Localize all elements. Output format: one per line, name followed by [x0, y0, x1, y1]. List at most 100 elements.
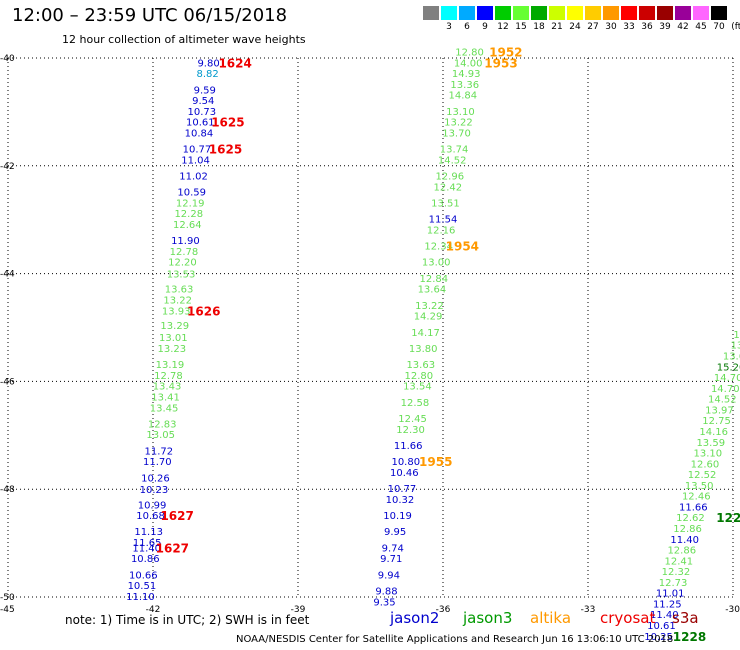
wave-height-reading: 14.00: [454, 58, 483, 69]
wave-height-reading: 10.86: [131, 554, 160, 565]
wave-height-reading: 13: [730, 341, 740, 352]
latitude-tick-label: -42: [0, 162, 15, 172]
color-scale-swatch: [423, 6, 439, 20]
time-stamp-label: 1955: [419, 455, 452, 469]
longitude-tick-label: -36: [436, 605, 451, 615]
longitude-tick-label: -30: [725, 605, 740, 615]
wave-height-reading: 13.01: [159, 333, 188, 344]
wave-height-reading: 9.80: [197, 58, 219, 69]
latitude-tick-label: -40: [0, 54, 15, 64]
wave-height-reading: 12.86: [673, 524, 702, 535]
wave-height-reading: 13.22: [415, 301, 444, 312]
color-scale-label: 15: [515, 22, 527, 32]
wave-height-reading: 13.80: [409, 344, 438, 355]
color-scale-label: 45: [695, 22, 707, 32]
wave-height-reading: 10.77: [388, 484, 417, 495]
wave-height-reading: 12.78: [154, 371, 183, 382]
wave-height-reading: 14.52: [438, 155, 467, 166]
time-stamp-label: 1627: [160, 509, 193, 523]
wave-height-reading: 11.70: [143, 457, 172, 468]
wave-height-reading: 10.25: [644, 632, 673, 643]
wave-height-reading: 9.95: [384, 527, 406, 538]
wave-height-reading: 9.74: [382, 543, 404, 554]
time-stamp-label: 1625: [211, 116, 244, 130]
wave-height-readings: 9.808.829.599.5410.7310.6110.8410.7711.0…: [126, 48, 740, 643]
wave-height-reading: 13.41: [151, 392, 180, 403]
color-scale-swatch: [693, 6, 709, 20]
time-stamp-label: 1228: [673, 630, 706, 644]
wave-height-reading: 13.19: [156, 360, 185, 371]
wave-height-reading: 12.42: [434, 182, 463, 193]
wave-height-reading: 13.29: [160, 321, 189, 332]
wave-height-reading: 11.66: [394, 441, 423, 452]
wave-height-reading: 13.63: [406, 360, 435, 371]
longitude-tick-label: -45: [0, 605, 15, 615]
wave-height-reading: 11.04: [181, 155, 210, 166]
wave-height-reading: 13.51: [431, 198, 460, 209]
wave-height-reading: 11.66: [679, 502, 708, 513]
wave-height-reading: 14.70: [711, 384, 740, 395]
color-scale-label: 30: [605, 22, 617, 32]
wave-height-reading: 10.26: [141, 473, 170, 484]
wave-height-reading: 13.10: [446, 107, 475, 118]
wave-height-reading: 11.13: [134, 527, 163, 538]
color-scale-label: 24: [569, 22, 581, 32]
wave-height-reading: 10.59: [177, 188, 206, 199]
page-title: 12:00 – 23:59 UTC 06/15/2018: [12, 5, 288, 26]
wave-height-reading: 13.36: [450, 80, 479, 91]
wave-height-reading: 10.23: [140, 485, 169, 496]
wave-height-reading: 10.68: [136, 511, 165, 522]
wave-height-reading: 12.75: [702, 416, 731, 427]
color-scale-label: 36: [641, 22, 653, 32]
wave-height-reading: 12.84: [419, 274, 448, 285]
satellite-legend-s3a: s3a: [672, 609, 699, 627]
footnote: note: 1) Time is in UTC; 2) SWH is in fe…: [65, 613, 310, 627]
wave-height-reading: 9.94: [378, 570, 400, 581]
wave-height-reading: 12.30: [396, 425, 425, 436]
color-scale-swatch: [603, 6, 619, 20]
longitude-tick-label: -33: [581, 605, 596, 615]
wave-height-reading: 12.80: [405, 371, 434, 382]
color-scale-swatch: [513, 6, 529, 20]
wave-height-reading: 11.54: [429, 215, 458, 226]
wave-height-reading: 12.62: [676, 513, 705, 524]
color-scale-label: 70: [713, 22, 725, 32]
satellite-legend-altika: altika: [530, 609, 572, 627]
time-stamp-label: 1627: [156, 541, 189, 555]
wave-height-reading: 12.52: [688, 470, 717, 481]
time-stamp-label: 1626: [187, 304, 220, 318]
wave-height-reading: 10.84: [185, 128, 214, 139]
wave-height-reading: 13.45: [150, 403, 179, 414]
wave-height-reading: 13.23: [158, 344, 187, 355]
color-scale-swatch: [477, 6, 493, 20]
wave-height-reading: 13.05: [146, 430, 175, 441]
wave-height-reading: 10.46: [390, 468, 419, 479]
wave-height-reading: 13.10: [694, 449, 723, 460]
wave-height-reading: 14.17: [411, 328, 440, 339]
wave-height-reading: 10.99: [138, 500, 167, 511]
time-stamp-label: 1954: [446, 240, 479, 254]
wave-height-reading: 11.40: [650, 610, 679, 621]
wave-height-reading: 13.59: [696, 438, 725, 449]
satellite-legend-jason2: jason2: [390, 609, 440, 627]
wave-height-reading: 13.22: [163, 295, 192, 306]
wave-height-reading: 13.22: [444, 118, 473, 129]
wave-height-reading: 12.46: [682, 492, 711, 503]
page-subtitle: 12 hour collection of altimeter wave hei…: [62, 33, 306, 46]
color-scale-label: 21: [551, 22, 563, 32]
wave-height-reading: 13.74: [440, 145, 469, 156]
wave-height-reading: 11.01: [656, 589, 685, 600]
satellite-legend-cryosat: cryosat: [600, 609, 656, 627]
wave-height-reading: 13.53: [167, 270, 196, 281]
wave-height-reading: 14.70: [714, 373, 740, 384]
wave-height-reading: 9.54: [192, 96, 214, 107]
wave-height-reading: 10.61: [647, 621, 676, 632]
wave-height-reading: 12.96: [435, 172, 464, 183]
time-stamp-label: 1229: [716, 511, 740, 525]
credit-line: NOAA/NESDIS Center for Satellite Applica…: [236, 634, 674, 645]
wave-height-reading: 10.73: [187, 107, 216, 118]
wave-height-reading: 14.16: [699, 427, 728, 438]
latitude-tick-label: -50: [0, 593, 15, 603]
